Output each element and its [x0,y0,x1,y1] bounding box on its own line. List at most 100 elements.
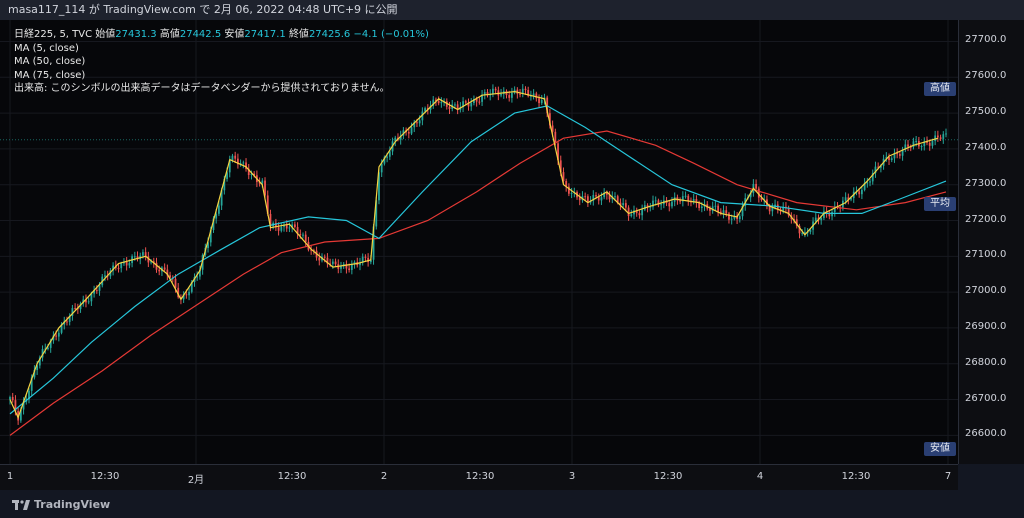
candle-body [207,242,209,248]
candle-body [551,125,554,132]
candle-body [220,190,223,206]
legend-change: −4.1 (−0.01%) [353,29,429,40]
chart-canvas[interactable] [0,20,958,464]
candle-body [367,257,370,263]
legend-high-label: 高値 [159,29,180,40]
candle-body [399,135,402,140]
candle-body [915,140,918,142]
time-tick-label: 12:30 [653,471,683,482]
candle-body [500,93,502,96]
legend-open-value: 27431.3 [115,29,157,40]
candle-body [473,98,475,103]
candle-body [231,155,234,161]
candle-body [90,293,93,302]
time-axis[interactable]: 1 12:30 2月 12:30 2 12:30 3 12:30 4 12:30 7 [0,464,958,491]
candle-body [885,157,888,159]
price-tick-label: 26600.0 [965,428,1007,440]
low-tag: 安値 [924,442,956,456]
candle-body [633,210,635,215]
candle-body [896,153,899,155]
candle-body [483,92,486,95]
candle-body [557,143,559,161]
candle-body [668,203,671,207]
candle-body [174,278,177,288]
candle-body [831,212,833,217]
candle-body [283,224,285,227]
candle-body [467,102,470,107]
candle-body [570,192,573,194]
candle-body [608,194,611,200]
candle-body [74,308,77,310]
candle-body [638,213,641,216]
candle-body [646,205,649,208]
candle-body [364,256,367,258]
candle-body [725,210,728,214]
candle-body [435,99,437,101]
legend-ma75[interactable]: MA (75, close) [14,69,86,81]
candle-body [326,257,329,264]
candle-body [280,226,283,231]
high-tag: 高値 [924,82,956,96]
candle-body [413,122,416,128]
candle-body [299,234,302,236]
candle-body [698,202,701,209]
legend-ma50[interactable]: MA (50, close) [14,56,86,67]
candle-body [671,201,673,207]
candle-body [296,227,299,235]
candle-body [79,303,82,310]
candle-body [586,196,589,203]
candle-body [375,200,378,227]
candle-body [643,205,646,210]
candle-body [798,225,801,234]
candle-body [410,127,413,134]
chart-legend: 日経225, 5, TVC 始値27431.3 高値27442.5 安値2741… [14,28,429,96]
candle-body [215,213,218,219]
candle-body [749,193,752,198]
price-axis[interactable]: 27700.0 27600.0 27500.0 27400.0 27300.0 27200… [958,20,1024,464]
legend-ma5[interactable]: MA (5, close) [14,42,79,54]
candle-body [928,142,931,146]
candle-body [787,208,790,216]
candle-body [247,168,250,176]
candle-body [369,259,372,263]
candle-body [47,347,49,349]
candle-body [508,95,511,98]
candle-body [185,294,188,296]
candle-body [117,268,120,270]
candle-body [866,182,869,184]
candle-body [521,88,524,94]
ma50-line [9,105,947,415]
candle-body [144,252,147,257]
candle-body [334,261,337,265]
candle-body [264,180,266,196]
candle-body [66,321,68,323]
candle-body [562,172,565,182]
candle-body [22,401,25,410]
candle-body [730,218,733,220]
candle-body [942,134,945,139]
candle-body [898,154,901,156]
price-tick-label: 27300.0 [965,177,1007,189]
candle-body [250,173,253,176]
chart-pane[interactable]: 日経225, 5, TVC 始値27431.3 高値27442.5 安値2741… [0,20,958,464]
candle-body [795,219,798,226]
price-tick-label: 26800.0 [965,356,1007,368]
candle-body [627,207,630,217]
candle-body [584,196,587,198]
price-tick-label: 26700.0 [965,392,1007,404]
time-tick-label: 12:30 [465,471,495,482]
candle-body [38,357,41,366]
candle-body [182,294,185,300]
candle-body [416,122,418,124]
candle-body [169,275,171,278]
candle-body [695,198,698,203]
candle-body [454,104,456,106]
candle-body [714,205,717,207]
candle-body [310,249,313,251]
brand-name: TradingView [34,498,111,511]
candle-body [359,262,361,266]
footer: TradingView [0,490,1024,518]
candle-body [565,181,568,187]
candle-body [755,183,757,189]
candle-body [814,217,817,222]
